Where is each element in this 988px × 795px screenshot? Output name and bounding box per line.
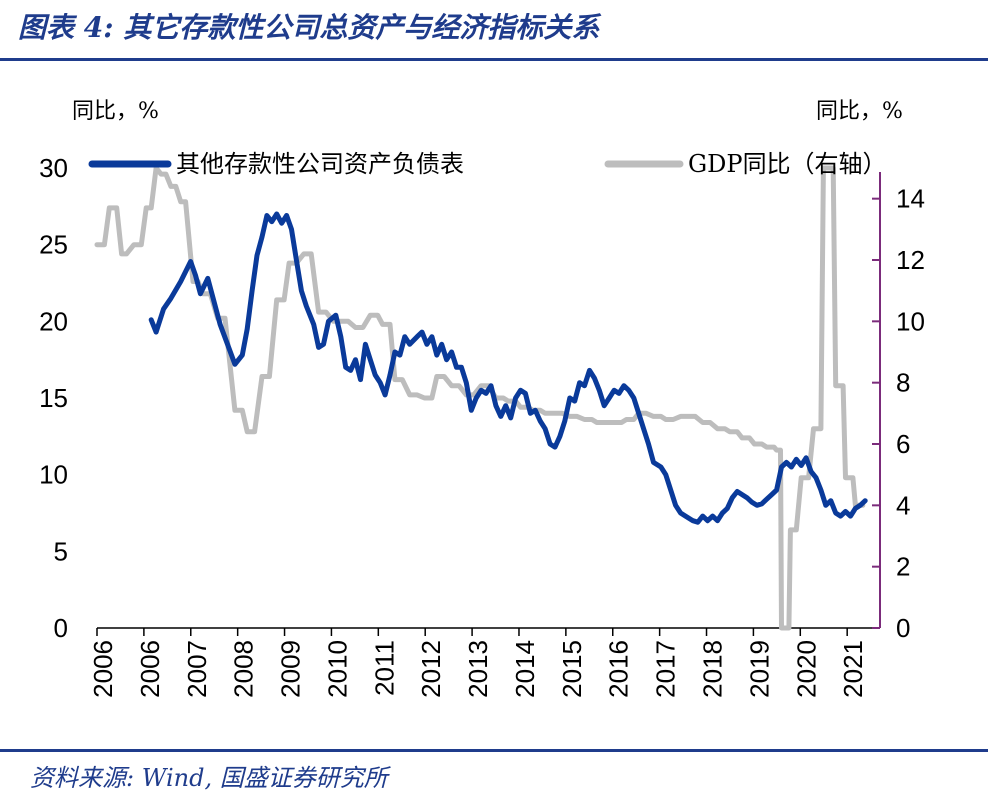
legend-label-series-2: GDP同比（右轴） [688, 150, 887, 178]
x-tick-label: 2009 [276, 640, 306, 698]
left-tick-label: 0 [54, 613, 68, 643]
x-tick-label: 2020 [791, 640, 821, 698]
x-tick-label: 2015 [557, 640, 587, 698]
bottom-rule [0, 749, 988, 752]
right-tick-label: 2 [896, 552, 910, 582]
x-tick-label: 2006 [88, 640, 118, 698]
right-tick-label: 0 [896, 613, 910, 643]
chart-series [94, 165, 868, 631]
x-tick-label: 2014 [510, 640, 540, 698]
x-tick-label: 2012 [416, 640, 446, 698]
right-tick-label: 6 [896, 429, 910, 459]
right-axis-unit: 同比，% [816, 99, 903, 124]
x-tick-label: 2021 [838, 640, 868, 698]
series-line-1 [148, 211, 868, 525]
right-tick-label: 4 [896, 490, 910, 520]
left-tick-label: 30 [39, 153, 68, 183]
x-tick-label: 2007 [182, 640, 212, 698]
legend-label-series-1: 其他存款性公司资产负债表 [176, 150, 464, 178]
left-tick-label: 20 [39, 306, 68, 336]
top-rule [0, 58, 988, 61]
left-tick-label: 5 [54, 536, 68, 566]
right-tick-label: 12 [896, 245, 925, 275]
x-tick-label: 2019 [744, 640, 774, 698]
left-tick-label: 25 [39, 230, 68, 260]
x-tick-label: 2013 [463, 640, 493, 698]
x-tick-label: 2018 [698, 640, 728, 698]
right-tick-label: 8 [896, 368, 910, 398]
figure-title: 图表 4: 其它存款性公司总资产与经济指标关系 [18, 11, 600, 44]
source-note: 资料来源: Wind, 国盛证券研究所 [30, 764, 388, 792]
x-tick-label: 2008 [229, 640, 259, 698]
chart-legend: 其他存款性公司资产负债表 GDP同比（右轴） [88, 150, 887, 178]
x-tick-label: 2006 [135, 640, 165, 698]
x-tick-label: 2010 [322, 640, 352, 698]
right-tick-label: 14 [896, 184, 925, 214]
series-line-2 [94, 165, 866, 631]
left-tick-label: 10 [39, 460, 68, 490]
left-axis-unit: 同比，% [72, 99, 159, 124]
right-tick-label: 10 [896, 306, 925, 336]
left-tick-label: 15 [39, 383, 68, 413]
x-tick-label: 2016 [604, 640, 634, 698]
x-tick-label: 2017 [651, 640, 681, 698]
chart-axes: 0 5 10 15 20 25 30 0 2 4 6 8 10 12 14 2006 2006 2007 2008 2… [39, 153, 925, 698]
x-tick-label: 2011 [369, 640, 399, 696]
